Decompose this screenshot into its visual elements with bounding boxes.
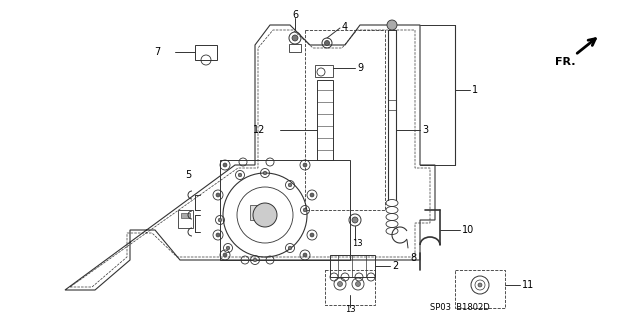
Bar — [315, 65, 333, 77]
Text: 13: 13 — [352, 239, 363, 248]
Bar — [181, 213, 190, 218]
Bar — [455, 270, 505, 308]
Circle shape — [352, 217, 358, 223]
Text: 11: 11 — [522, 280, 534, 290]
Text: 6: 6 — [292, 10, 298, 20]
Circle shape — [324, 41, 330, 46]
Circle shape — [216, 233, 220, 237]
Text: 9: 9 — [357, 63, 363, 73]
Circle shape — [253, 258, 257, 262]
Circle shape — [226, 246, 230, 250]
Circle shape — [292, 35, 298, 41]
Circle shape — [310, 233, 314, 237]
Text: FR.: FR. — [555, 57, 575, 67]
Text: 12: 12 — [253, 125, 265, 135]
Circle shape — [216, 193, 220, 197]
Text: 5: 5 — [185, 170, 191, 180]
Circle shape — [288, 183, 292, 187]
Circle shape — [387, 20, 397, 30]
Text: 1: 1 — [472, 85, 478, 95]
Circle shape — [288, 246, 292, 250]
Circle shape — [478, 283, 482, 287]
Circle shape — [223, 253, 227, 257]
Text: 2: 2 — [392, 261, 398, 271]
Text: 10: 10 — [462, 225, 474, 235]
Bar — [250, 205, 270, 220]
Circle shape — [310, 193, 314, 197]
Text: 4: 4 — [342, 22, 348, 32]
Circle shape — [218, 218, 222, 222]
Bar — [289, 44, 301, 52]
Bar — [317, 80, 333, 160]
Text: 13: 13 — [345, 305, 356, 314]
Bar — [178, 210, 193, 228]
Circle shape — [337, 281, 342, 286]
Circle shape — [263, 171, 267, 175]
Circle shape — [303, 163, 307, 167]
Circle shape — [223, 163, 227, 167]
Circle shape — [355, 281, 360, 286]
Circle shape — [253, 203, 277, 227]
Bar — [220, 160, 350, 260]
Text: 7: 7 — [154, 47, 160, 57]
Bar — [305, 30, 385, 210]
Text: 8: 8 — [410, 253, 416, 263]
Bar — [330, 255, 375, 277]
Text: 3: 3 — [422, 125, 428, 135]
Circle shape — [303, 208, 307, 212]
Bar — [195, 45, 217, 60]
Text: SP03  B1802D: SP03 B1802D — [430, 303, 490, 313]
Bar — [325, 270, 375, 305]
Circle shape — [303, 253, 307, 257]
Circle shape — [238, 173, 242, 177]
